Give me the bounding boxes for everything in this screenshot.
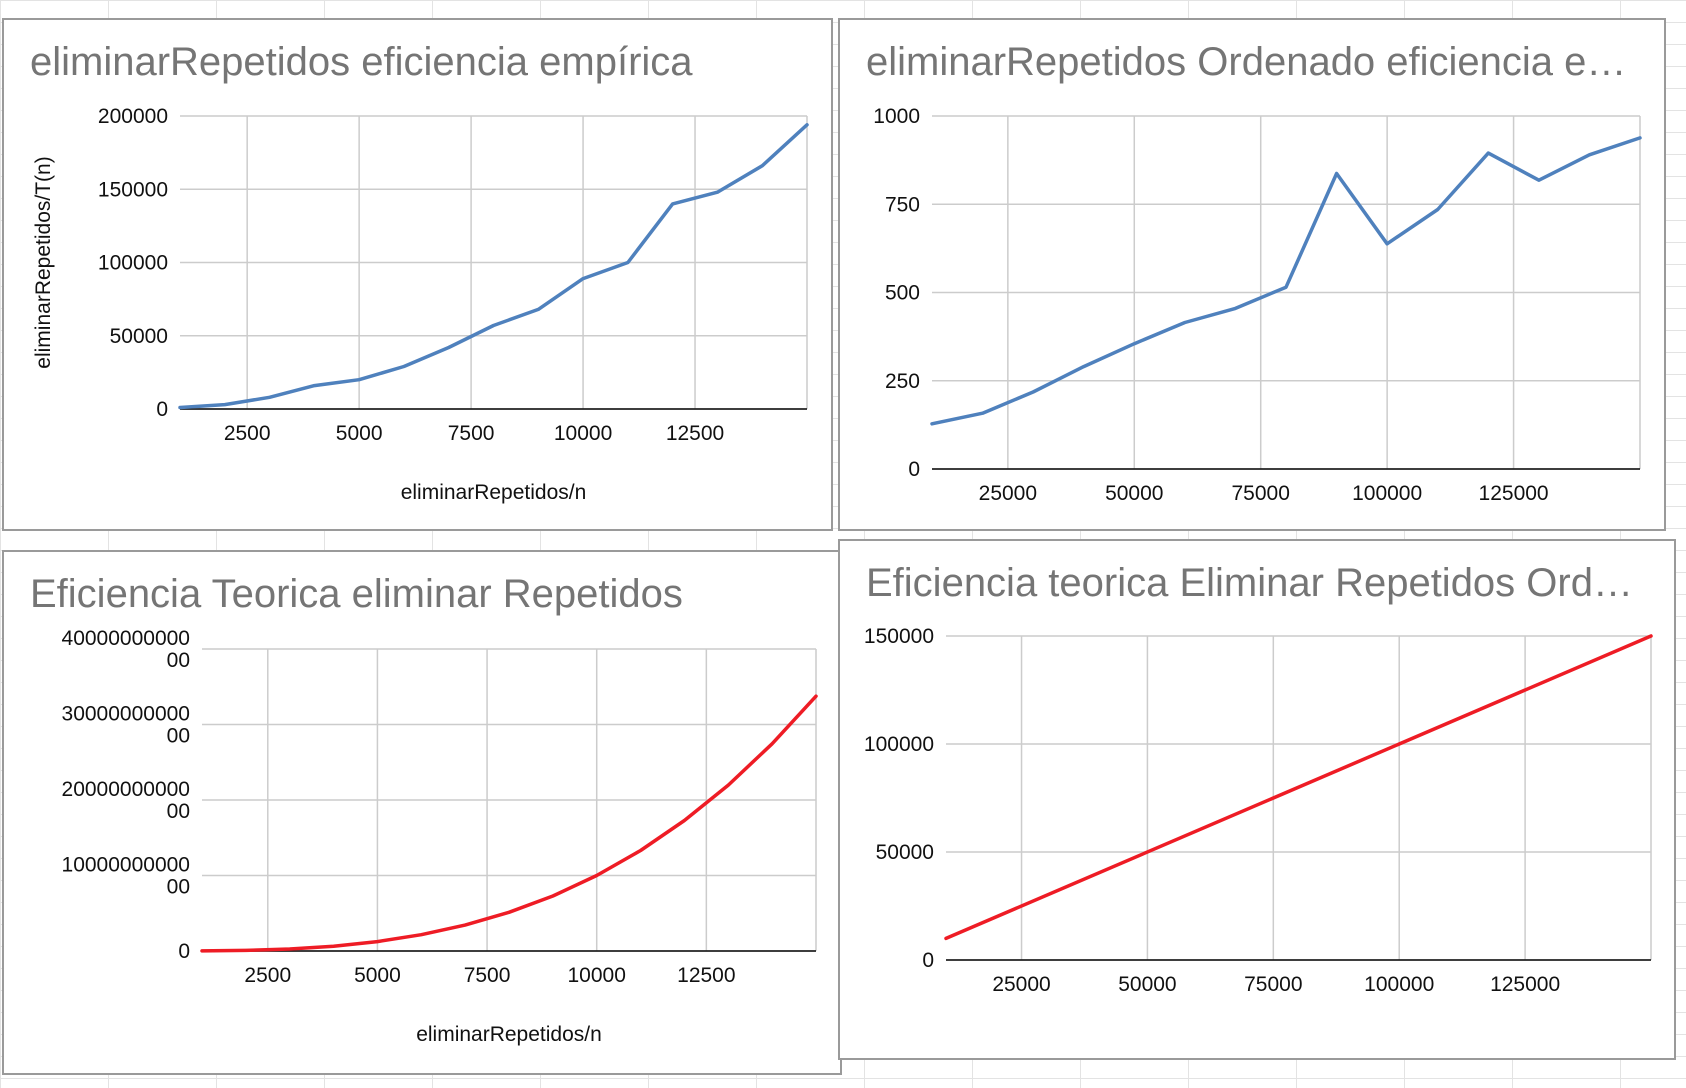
x-tick-label: 25000: [992, 973, 1050, 996]
x-tick-label: 25000: [979, 482, 1037, 505]
y-tick-label: 50000: [110, 325, 168, 348]
y-tick-label: 0: [178, 940, 190, 963]
chart-plot: 0 50000 100000 150000 25000 50000 75000 100000 1…: [864, 625, 1653, 996]
x-tick-label: 50000: [1105, 482, 1163, 505]
y-tick-label: 10000000000: [62, 854, 190, 877]
x-tick-label: 75000: [1232, 482, 1290, 505]
x-tick-label: 12500: [677, 964, 735, 987]
chart-plot: 0100000000000020000000000003000000000000…: [62, 627, 818, 1046]
x-tick-label: 10000: [554, 422, 612, 445]
series-line: [944, 634, 1653, 941]
y-tick-label: 50000: [876, 841, 934, 864]
x-tick-label: 125000: [1479, 482, 1549, 505]
y-tick-label: 00: [167, 649, 190, 672]
y-tick-label: 0: [156, 398, 168, 421]
y-tick-label: 150000: [98, 178, 168, 201]
y-tick-label: 500: [885, 282, 920, 305]
y-tick-label: 1000: [873, 105, 920, 128]
x-tick-label: 12500: [666, 422, 724, 445]
y-tick-label: 0: [908, 458, 920, 481]
y-tick-label: 100000: [864, 733, 934, 756]
y-tick-label: 00: [167, 876, 190, 899]
y-tick-label: 250: [885, 370, 920, 393]
x-tick-label: 2500: [244, 964, 291, 987]
x-tick-label: 125000: [1490, 973, 1560, 996]
y-tick-label: 150000: [864, 625, 934, 648]
y-tick-label: 100000: [98, 252, 168, 275]
x-axis-title: eliminarRepetidos/n: [416, 1023, 602, 1046]
x-tick-label: 5000: [354, 964, 401, 987]
y-tick-label: 40000000000: [62, 627, 190, 650]
y-tick-label: 200000: [98, 105, 168, 128]
x-axis-title: eliminarRepetidos/n: [401, 481, 587, 504]
x-tick-label: 100000: [1352, 482, 1422, 505]
y-axis-title: eliminarRepetidos/T(n): [32, 156, 55, 368]
series-line: [200, 694, 818, 953]
y-tick-label: 00: [167, 800, 190, 823]
x-tick-label: 2500: [224, 422, 271, 445]
x-tick-label: 5000: [336, 422, 383, 445]
x-tick-label: 10000: [568, 964, 626, 987]
x-tick-label: 7500: [448, 422, 495, 445]
series-line: [178, 123, 809, 410]
y-tick-label: 0: [922, 949, 934, 972]
x-tick-label: 50000: [1118, 973, 1176, 996]
y-tick-label: 30000000000: [62, 703, 190, 726]
y-tick-label: 00: [167, 725, 190, 748]
y-tick-label: 750: [885, 193, 920, 216]
y-tick-label: 20000000000: [62, 778, 190, 801]
chart-panel-sorted-theoretical[interactable]: Eficiencia teorica Eliminar Repetidos Or…: [838, 539, 1676, 1060]
chart-plot: 0 250 500 750 1000 25000 50000 75000 100000 12500…: [873, 105, 1642, 505]
chart-plot: 0 50000 100000 150000 200000 2500 5000 7500 1000…: [32, 105, 809, 504]
x-tick-label: 75000: [1244, 973, 1302, 996]
x-tick-label: 7500: [464, 964, 511, 987]
chart-panel-sorted-empirical[interactable]: eliminarRepetidos Ordenado eficiencia e……: [838, 18, 1666, 531]
x-tick-label: 100000: [1364, 973, 1434, 996]
